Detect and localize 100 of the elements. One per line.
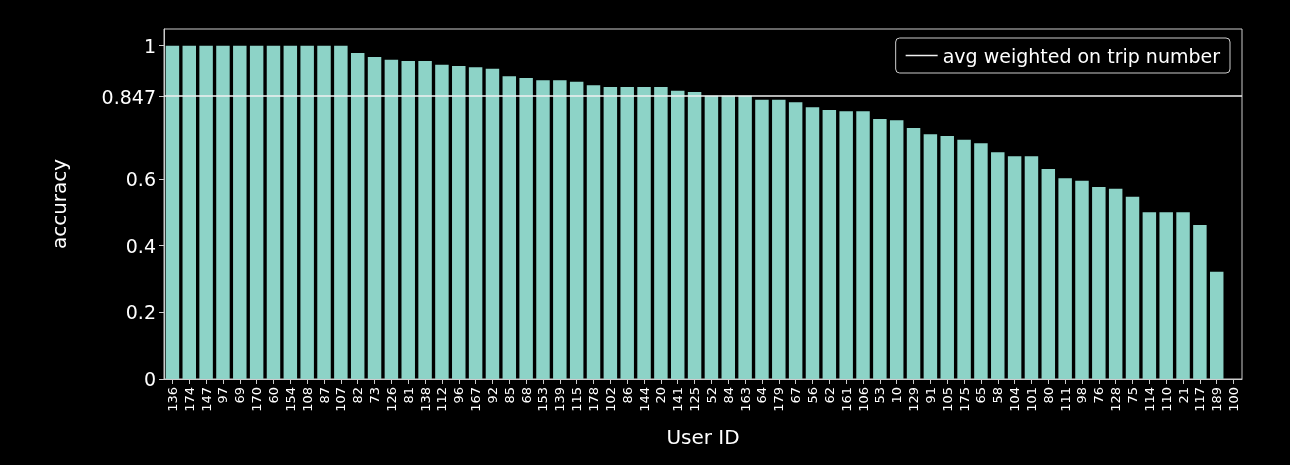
x-tick-label: 112 [434,387,450,412]
bar [367,57,382,379]
x-tick-label: 73 [367,387,383,404]
bar [805,107,820,379]
bar [1159,212,1173,379]
bar [687,92,702,379]
x-tick-label: 81 [400,387,416,404]
bar [991,152,1005,379]
bar [300,45,314,379]
bar [418,61,432,379]
bar [906,128,921,379]
x-tick-label: 65 [973,387,989,404]
x-tick-label: 87 [316,387,332,404]
bar [249,45,264,379]
bar [317,45,331,379]
bar [519,78,533,379]
x-tick-label: 76 [1091,387,1107,404]
x-tick-label: 91 [922,387,938,404]
bar [856,111,870,379]
bar [384,59,399,379]
x-tick-label: 170 [249,387,265,412]
bar [1092,187,1106,379]
x-tick-label: 167 [468,387,484,412]
bar [283,45,298,379]
y-tick-label: 0.2 [125,301,156,324]
x-tick-label: 114 [1141,387,1157,412]
bar [334,45,348,379]
bar [1075,180,1089,379]
bar [1058,178,1072,379]
x-tick-label: 60 [265,387,281,404]
y-tick-label: 0.4 [125,234,156,257]
bar [1210,271,1224,379]
bar [266,45,281,379]
bar [350,53,365,379]
x-tick-label: 141 [670,387,686,412]
x-tick-label: 139 [552,387,568,412]
bar [620,87,634,379]
bar [637,87,651,379]
x-tick-label: 174 [181,387,197,412]
bar [1108,188,1123,379]
bar [772,99,786,379]
bar [435,64,449,379]
x-tick-label: 115 [569,387,585,412]
x-axis-title: User ID [666,425,740,449]
x-tick-label: 179 [771,387,787,412]
x-tick-label: 75 [1125,387,1141,404]
y-tick-label: 0 [143,368,156,390]
bar [569,81,584,379]
x-tick-label: 56 [804,387,820,404]
x-tick-label: 105 [939,387,955,412]
bar [974,143,988,379]
x-tick-label: 128 [1108,387,1124,412]
bar [502,76,517,379]
x-tick-label: 58 [990,387,1006,404]
x-tick-label: 175 [956,387,972,412]
x-tick-label: 68 [518,387,534,404]
x-tick-label: 110 [1158,387,1174,412]
bar [1125,196,1140,379]
x-tick-label: 52 [703,387,719,404]
x-tick-label: 85 [501,387,517,404]
bar [216,45,230,379]
bar [1193,225,1207,379]
x-tick-label: 62 [821,387,837,404]
x-tick-label: 144 [636,387,652,412]
y-axis-title: accuracy [47,158,71,250]
x-tick-label: 102 [602,387,618,412]
x-tick-label: 104 [1007,387,1023,412]
bar [721,95,735,379]
x-tick-label: 107 [333,387,349,412]
bar [1142,212,1157,379]
bar [654,87,668,379]
x-tick-label: 108 [299,387,315,412]
bar [704,95,719,379]
x-tick-label: 138 [417,387,433,412]
x-tick-label: 154 [282,387,298,412]
x-tick-label: 97 [215,387,231,404]
bar [1041,169,1056,379]
y-tick-label: 1 [143,34,156,57]
bar [873,119,887,379]
x-tick-label: 136 [164,387,180,412]
bar [401,61,415,379]
x-tick-label: 153 [535,387,551,412]
bar [586,85,601,379]
bar [468,67,483,379]
bar [182,45,196,379]
x-tick-label: 92 [484,387,500,404]
x-tick-label: 20 [653,387,669,404]
bar [199,45,213,379]
x-tick-label: 101 [1023,387,1039,412]
bar [165,45,180,379]
x-tick-label: 129 [906,387,922,412]
x-tick-label: 84 [720,387,736,404]
bar [755,99,769,379]
bar [536,80,550,379]
x-tick-label: 178 [586,387,602,412]
bar [923,134,938,379]
bar [889,120,904,379]
x-tick-label: 111 [1057,387,1073,412]
bar [1176,212,1190,379]
x-tick-label: 64 [754,387,770,404]
